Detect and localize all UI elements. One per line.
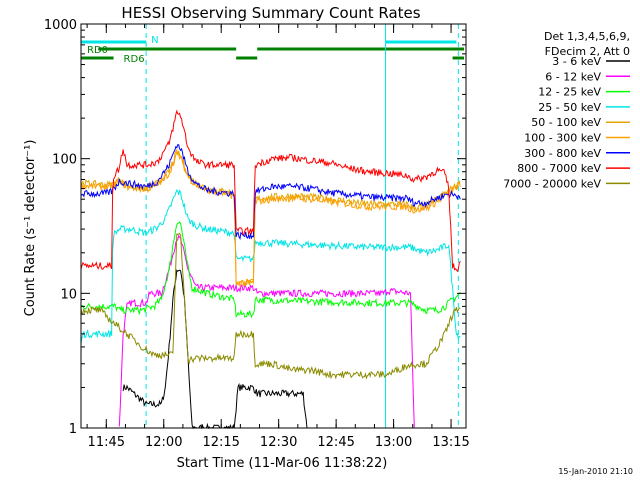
y-tick-label: 100 <box>52 153 77 168</box>
series-line-5 <box>80 149 461 288</box>
flag-label-rd0: RD0 <box>87 45 108 56</box>
y-tick-label: 10 <box>60 287 77 302</box>
plot-frame <box>80 23 467 429</box>
series-line-6 <box>80 144 461 240</box>
series-line-3 <box>80 189 461 345</box>
x-tick-label: 12:15 <box>202 435 239 450</box>
series-line-4 <box>80 148 461 287</box>
series-line-0 <box>122 269 308 430</box>
legend-label: 300 - 800 keV <box>524 147 601 160</box>
x-tick-label: 13:00 <box>375 435 412 450</box>
x-tick-label: 12:30 <box>260 435 297 450</box>
legend-label: 25 - 50 keV <box>538 101 601 114</box>
chart-title: HESSI Observing Summary Count Rates <box>121 4 420 22</box>
footer-timestamp: 15-Jan-2010 21:10 <box>558 467 633 476</box>
series-line-7 <box>80 109 461 273</box>
axes: 1 10 100 1000 11:45 12:00 12:15 12:30 12:45 13:00… <box>44 18 470 450</box>
legend-header-line: Det 1,3,4,5,6,9, <box>544 30 630 43</box>
legend-label: 800 - 7000 keV <box>517 162 601 175</box>
legend-header-line: FDecim 2, Att 0 <box>545 45 630 58</box>
x-tick-label: 13:15 <box>432 435 469 450</box>
y-tick-label: 1 <box>69 422 77 437</box>
x-tick-label: 12:45 <box>317 435 354 450</box>
series-line-2 <box>80 221 461 319</box>
legend: Det 1,3,4,5,6,9, FDecim 2, Att 03 - 6 keV… <box>503 30 630 190</box>
x-axis-label: Start Time (11-Mar-06 11:38:22) <box>177 456 388 471</box>
legend-label: 6 - 12 keV <box>545 70 601 83</box>
flag-label-rd6: RD6 <box>124 54 145 65</box>
flag-bars: N RD0 RD6 <box>81 24 465 428</box>
series-lines <box>80 109 461 430</box>
flag-label-n: N <box>151 35 158 46</box>
x-tick-label: 12:00 <box>145 435 182 450</box>
legend-label: 100 - 300 keV <box>524 132 601 145</box>
legend-label: 50 - 100 keV <box>531 116 601 129</box>
series-line-8 <box>80 232 461 380</box>
legend-label: 3 - 6 keV <box>552 55 601 68</box>
y-tick-label: 1000 <box>44 18 77 33</box>
legend-label: 7000 - 20000 keV <box>503 177 601 190</box>
legend-label: 12 - 25 keV <box>538 86 601 99</box>
y-axis-label: Count Rate (s⁻¹ detector⁻¹) <box>23 140 38 317</box>
x-tick-label: 11:45 <box>88 435 125 450</box>
